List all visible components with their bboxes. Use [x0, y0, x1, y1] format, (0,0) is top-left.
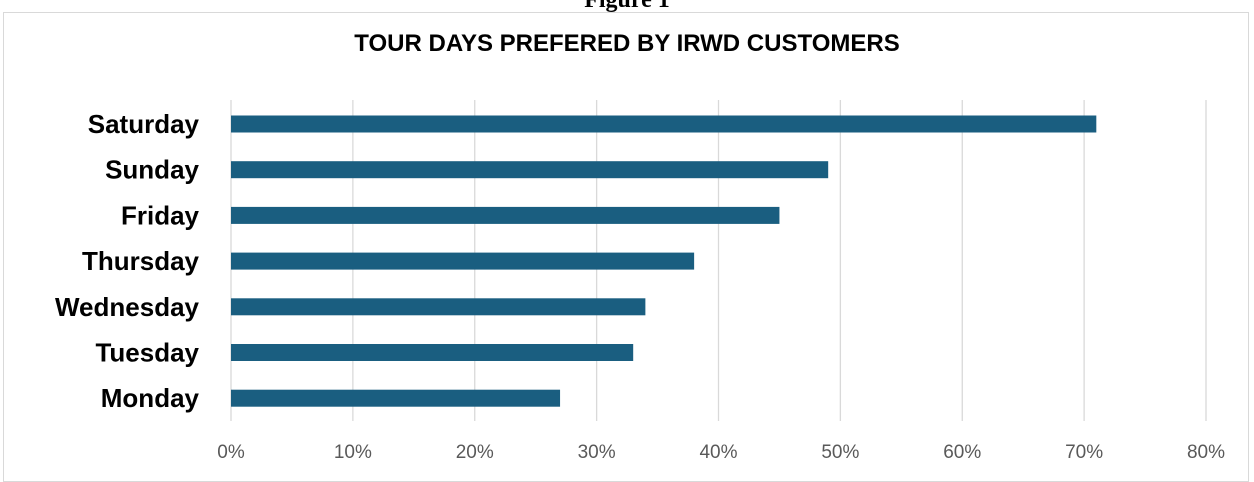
x-tick-label: 20%: [456, 442, 494, 463]
bar-wednesday: [231, 298, 646, 316]
category-label-thursday: Thursday: [82, 246, 200, 276]
bar-tuesday: [231, 344, 634, 361]
bars: [231, 115, 1097, 407]
bar-monday: [231, 389, 561, 407]
x-tick-label: 50%: [821, 442, 859, 463]
bar-thursday: [231, 252, 695, 270]
category-label-saturday: Saturday: [88, 109, 200, 139]
x-tick-label: 60%: [943, 442, 981, 463]
category-labels: Saturday Sunday Friday Thursday Wednesday Tue…: [55, 109, 200, 413]
chart-frame: [3, 12, 1249, 482]
x-tick-label: 0%: [217, 442, 245, 463]
bar-sunday: [231, 161, 829, 179]
category-label-friday: Friday: [121, 200, 200, 230]
x-tick-label: 40%: [699, 442, 737, 463]
category-label-sunday: Sunday: [105, 155, 199, 185]
x-tick-label: 70%: [1065, 442, 1103, 463]
bar-friday: [231, 206, 780, 224]
x-tick-label: 80%: [1187, 442, 1225, 463]
x-tick-labels: 0% 10% 20% 30% 40% 50% 60% 70% 80%: [217, 442, 1225, 463]
figure-caption: Figure 1: [584, 0, 670, 13]
x-tick-label: 30%: [578, 442, 616, 463]
chart-title: TOUR DAYS PREFERED BY IRWD CUSTOMERS: [354, 30, 900, 57]
category-label-monday: Monday: [101, 383, 200, 413]
bar-saturday: [231, 115, 1097, 133]
category-label-wednesday: Wednesday: [55, 292, 200, 322]
category-label-tuesday: Tuesday: [95, 338, 199, 368]
x-tick-label: 10%: [334, 442, 372, 463]
